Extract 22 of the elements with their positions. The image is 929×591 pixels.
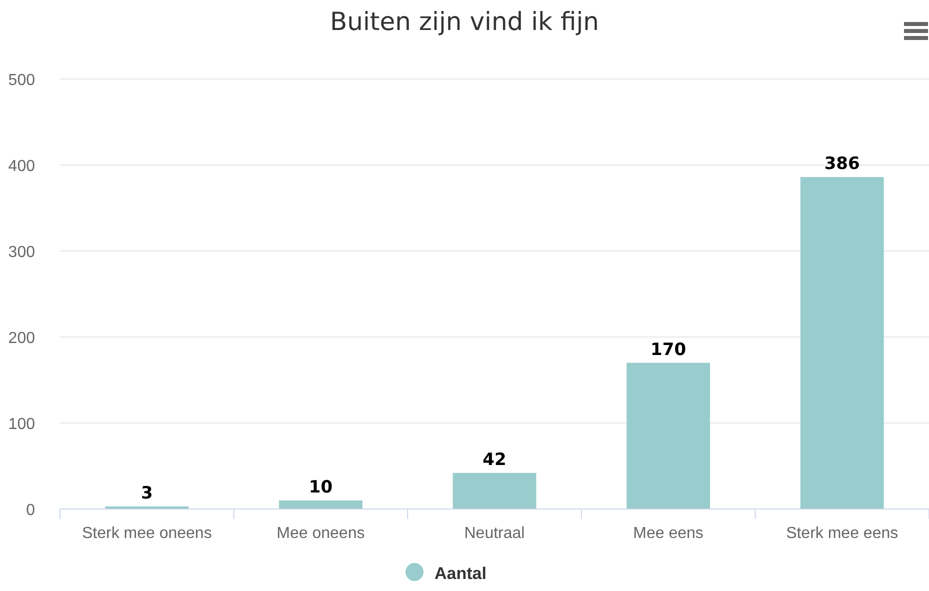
data-label: 3 xyxy=(140,483,153,504)
y-tick-label: 0 xyxy=(26,502,36,519)
data-label: 42 xyxy=(482,450,506,470)
x-tick-label: Neutraal xyxy=(464,525,525,542)
bar xyxy=(800,177,884,509)
y-tick-label: 500 xyxy=(8,72,36,89)
y-tick-label: 300 xyxy=(8,244,36,261)
chart-title: Buiten zijn vind ik fijn xyxy=(330,7,600,36)
x-tick-label: Sterk mee oneens xyxy=(82,525,212,542)
y-tick-label: 200 xyxy=(8,330,36,347)
legend-label: Aantal xyxy=(434,564,486,583)
bar xyxy=(452,472,536,509)
bar xyxy=(626,362,710,509)
data-label: 10 xyxy=(308,477,333,498)
bar xyxy=(278,500,362,509)
y-tick-label: 100 xyxy=(8,416,36,433)
x-tick-label: Mee oneens xyxy=(276,525,365,542)
x-tick-label: Mee eens xyxy=(633,525,704,542)
x-tick-label: Sterk mee eens xyxy=(786,525,898,542)
data-label: 386 xyxy=(824,154,860,174)
data-label: 170 xyxy=(650,340,686,360)
y-tick-label: 400 xyxy=(8,158,36,175)
